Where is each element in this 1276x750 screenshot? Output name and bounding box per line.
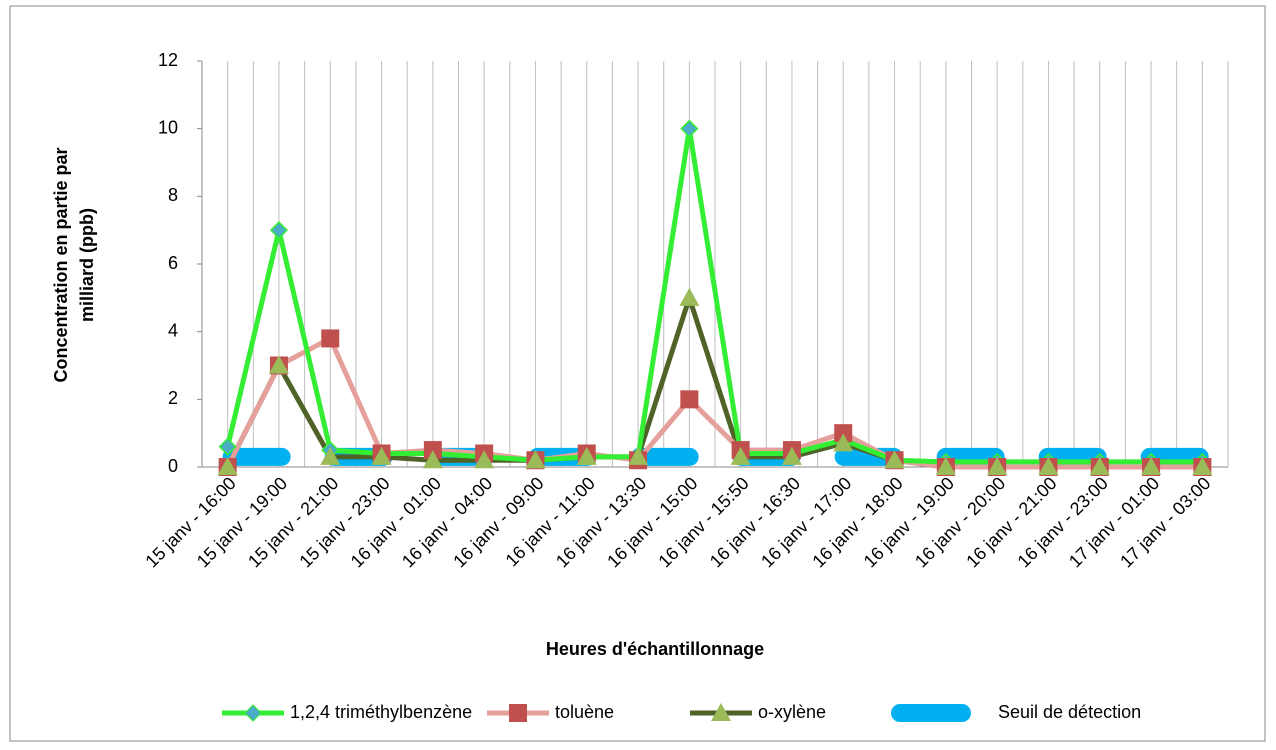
data-point bbox=[1089, 457, 1110, 475]
data-point bbox=[371, 446, 392, 465]
data-point bbox=[576, 446, 597, 465]
data-point bbox=[679, 287, 700, 306]
data-point bbox=[423, 441, 442, 460]
data-point bbox=[320, 446, 341, 465]
legend-marker-shape bbox=[509, 704, 527, 722]
data-point bbox=[987, 457, 1008, 475]
chart-border bbox=[9, 5, 1266, 742]
data-point bbox=[1141, 457, 1162, 475]
data-point bbox=[218, 437, 237, 456]
data-point bbox=[321, 329, 340, 348]
data-point bbox=[525, 450, 546, 469]
legend-marker bbox=[509, 704, 527, 722]
data-point bbox=[268, 355, 289, 374]
data-point bbox=[833, 433, 854, 452]
data-point bbox=[680, 390, 699, 409]
data-point bbox=[1038, 457, 1059, 475]
legend-marker-shape bbox=[244, 704, 262, 722]
data-point bbox=[935, 457, 956, 475]
y-tick-label: 8 bbox=[168, 185, 178, 205]
legend-label: toluène bbox=[555, 702, 614, 722]
legend-label: Seuil de détection bbox=[998, 702, 1141, 722]
data-point bbox=[269, 221, 289, 240]
legend-marker-shape bbox=[711, 703, 731, 721]
y-tick-label: 10 bbox=[158, 117, 178, 137]
data-point bbox=[884, 450, 905, 469]
y-tick-label: 12 bbox=[158, 50, 178, 70]
legend-label: o-xylène bbox=[758, 702, 826, 722]
data-point bbox=[1192, 457, 1213, 475]
data-point bbox=[680, 119, 699, 138]
data-point bbox=[628, 446, 649, 465]
y-axis-label: Concentration en partie par bbox=[51, 147, 71, 382]
y-axis-label: milliard (ppb) bbox=[77, 208, 97, 322]
y-tick-label: 0 bbox=[168, 456, 178, 476]
legend-marker bbox=[244, 704, 262, 722]
y-tick-label: 6 bbox=[168, 253, 178, 273]
legend-label: 1,2,4 triméthylbenzène bbox=[290, 702, 472, 722]
y-tick-label: 2 bbox=[168, 388, 178, 408]
data-point bbox=[422, 450, 443, 469]
data-point bbox=[474, 450, 495, 469]
data-point bbox=[730, 446, 751, 465]
data-point bbox=[217, 457, 238, 475]
y-tick-label: 4 bbox=[168, 320, 178, 340]
data-point bbox=[781, 446, 802, 465]
x-axis-label: Heures d'échantillonnage bbox=[546, 639, 764, 659]
legend-marker bbox=[711, 703, 731, 721]
data-point bbox=[834, 424, 853, 443]
